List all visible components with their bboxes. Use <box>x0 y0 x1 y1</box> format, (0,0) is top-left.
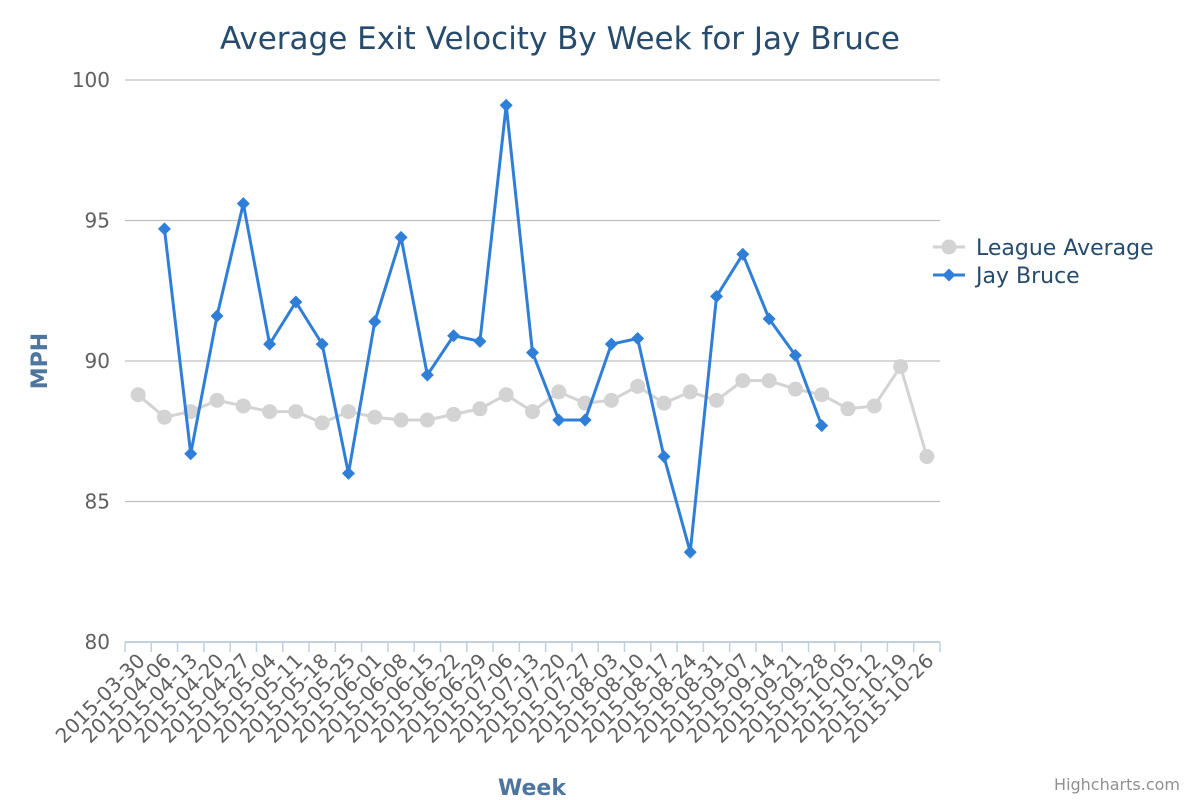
data-point[interactable] <box>788 348 802 362</box>
y-tick-label: 90 <box>85 349 110 373</box>
data-point[interactable] <box>368 315 382 329</box>
data-point[interactable] <box>184 447 198 461</box>
data-point[interactable] <box>499 98 513 112</box>
data-point[interactable] <box>814 387 830 403</box>
data-point[interactable] <box>394 230 408 244</box>
data-point[interactable] <box>446 406 462 422</box>
y-tick-label: 95 <box>85 209 110 233</box>
data-point[interactable] <box>209 392 225 408</box>
data-point[interactable] <box>473 334 487 348</box>
data-point[interactable] <box>761 373 777 389</box>
data-point[interactable] <box>815 419 829 433</box>
series-0 <box>130 359 935 465</box>
data-point[interactable] <box>762 312 776 326</box>
data-point[interactable] <box>603 392 619 408</box>
y-axis-ticks: 80 85 90 95 100 <box>72 68 110 654</box>
data-point[interactable] <box>419 412 435 428</box>
data-point[interactable] <box>525 404 540 420</box>
data-point[interactable] <box>235 398 251 414</box>
y-axis-title: MPH <box>28 333 53 389</box>
data-point[interactable] <box>526 346 539 360</box>
data-point[interactable] <box>393 412 409 428</box>
data-point[interactable] <box>156 409 172 425</box>
y-tick-label: 80 <box>85 630 110 654</box>
credits[interactable]: Highcharts.com <box>1054 775 1180 794</box>
data-point[interactable] <box>682 384 698 400</box>
data-point[interactable] <box>341 466 355 480</box>
y-tick-label: 100 <box>72 68 110 92</box>
data-point[interactable] <box>709 392 725 408</box>
grid <box>125 79 940 503</box>
data-point[interactable] <box>498 387 514 403</box>
data-point[interactable] <box>447 329 461 343</box>
legend-item[interactable]: Jay Bruce <box>933 264 1080 289</box>
data-point[interactable] <box>866 398 882 414</box>
series-1 <box>157 98 829 559</box>
legend-label: Jay Bruce <box>974 264 1080 289</box>
legend: League Average Jay Bruce <box>933 236 1154 289</box>
data-point[interactable] <box>288 404 304 420</box>
data-point[interactable] <box>367 409 383 425</box>
data-point[interactable] <box>735 373 751 389</box>
data-point[interactable] <box>631 332 645 346</box>
data-point[interactable] <box>551 384 567 400</box>
data-point[interactable] <box>315 337 329 351</box>
legend-symbol <box>941 239 957 255</box>
y-tick-label: 85 <box>85 490 110 514</box>
legend-item[interactable]: League Average <box>933 236 1154 261</box>
data-point[interactable] <box>262 404 278 420</box>
data-point[interactable] <box>157 222 171 236</box>
data-point[interactable] <box>340 404 356 420</box>
data-point[interactable] <box>840 401 856 417</box>
data-point[interactable] <box>472 401 488 417</box>
data-point[interactable] <box>578 413 592 427</box>
data-point[interactable] <box>787 381 803 397</box>
chart-title: Average Exit Velocity By Week for Jay Br… <box>220 21 900 57</box>
data-point[interactable] <box>210 309 224 323</box>
data-point[interactable] <box>130 387 146 403</box>
data-point[interactable] <box>552 413 566 427</box>
x-axis-title: Week <box>498 776 567 800</box>
data-point[interactable] <box>630 378 646 394</box>
data-point[interactable] <box>683 545 697 559</box>
data-point[interactable] <box>604 337 618 351</box>
data-point[interactable] <box>314 415 330 431</box>
x-axis-ticks: 2015-03-302015-04-062015-04-132015-04-20… <box>51 642 941 748</box>
data-point[interactable] <box>263 337 277 351</box>
data-point[interactable] <box>919 449 935 465</box>
legend-label: League Average <box>976 236 1154 261</box>
series-line <box>162 103 824 554</box>
legend-symbol <box>942 268 956 282</box>
data-point[interactable] <box>420 368 434 382</box>
data-point[interactable] <box>736 247 750 261</box>
data-point[interactable] <box>236 197 250 211</box>
data-point[interactable] <box>710 289 724 303</box>
data-point[interactable] <box>289 295 303 309</box>
data-point[interactable] <box>893 359 909 375</box>
data-point[interactable] <box>657 450 671 464</box>
data-point[interactable] <box>656 395 672 411</box>
series-group <box>130 98 935 559</box>
